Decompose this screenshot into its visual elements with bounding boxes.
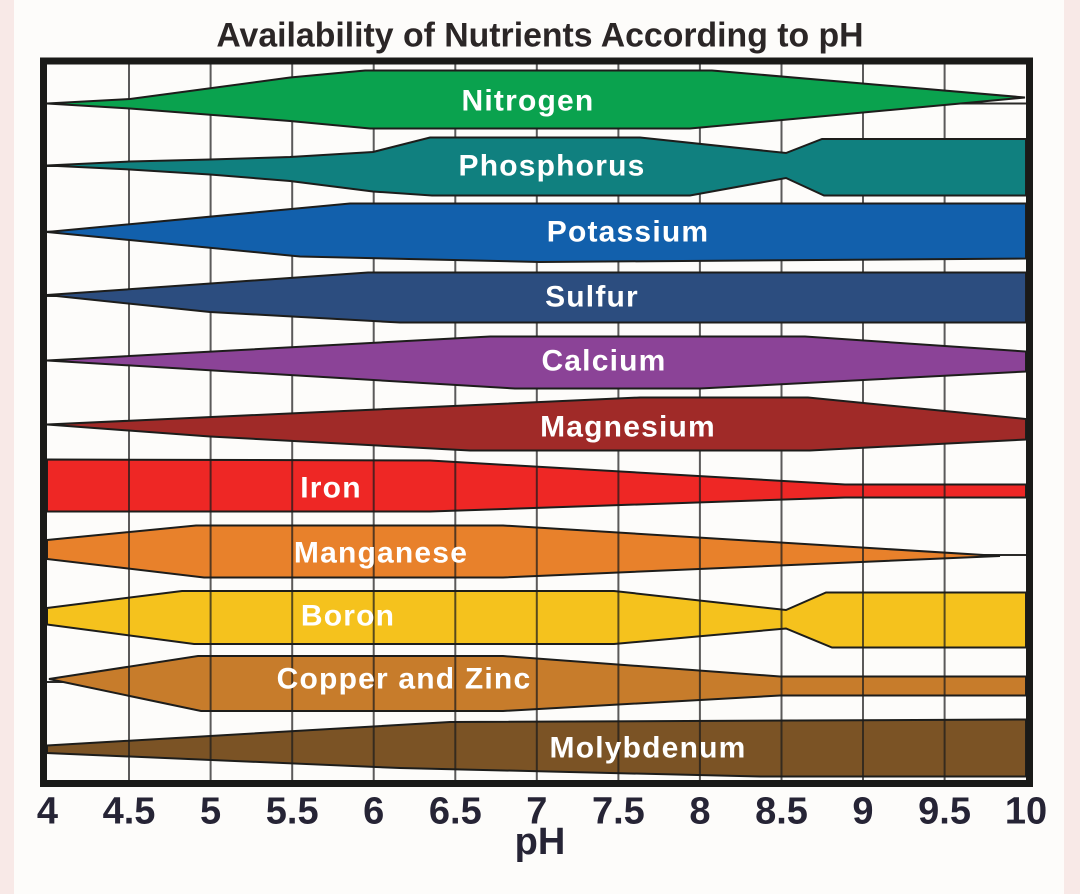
svg-text:8: 8 bbox=[689, 791, 710, 833]
svg-text:Boron: Boron bbox=[301, 600, 395, 633]
svg-text:7: 7 bbox=[526, 791, 547, 833]
svg-text:6: 6 bbox=[363, 791, 384, 833]
svg-text:Magnesium: Magnesium bbox=[540, 411, 716, 444]
svg-text:10: 10 bbox=[1005, 791, 1047, 833]
svg-text:4: 4 bbox=[37, 791, 58, 833]
svg-text:Phosphorus: Phosphorus bbox=[458, 150, 645, 183]
svg-text:Molybdenum: Molybdenum bbox=[550, 732, 747, 765]
svg-text:5.5: 5.5 bbox=[266, 791, 319, 833]
svg-text:Iron: Iron bbox=[300, 472, 361, 505]
svg-text:Potassium: Potassium bbox=[547, 216, 710, 249]
svg-text:9: 9 bbox=[852, 791, 873, 833]
svg-text:4.5: 4.5 bbox=[103, 791, 156, 833]
svg-text:Calcium: Calcium bbox=[541, 345, 666, 378]
svg-text:9.5: 9.5 bbox=[918, 791, 971, 833]
svg-text:8.5: 8.5 bbox=[755, 791, 808, 833]
svg-text:Availability of Nutrients Acco: Availability of Nutrients According to p… bbox=[216, 17, 863, 55]
svg-text:Manganese: Manganese bbox=[294, 537, 468, 570]
svg-text:7.5: 7.5 bbox=[592, 791, 645, 833]
svg-text:6.5: 6.5 bbox=[429, 791, 482, 833]
svg-text:Nitrogen: Nitrogen bbox=[462, 85, 595, 118]
svg-text:pH: pH bbox=[515, 821, 566, 863]
svg-text:5: 5 bbox=[200, 791, 221, 833]
svg-text:Sulfur: Sulfur bbox=[545, 281, 639, 314]
svg-text:Copper and Zinc: Copper and Zinc bbox=[277, 663, 532, 696]
